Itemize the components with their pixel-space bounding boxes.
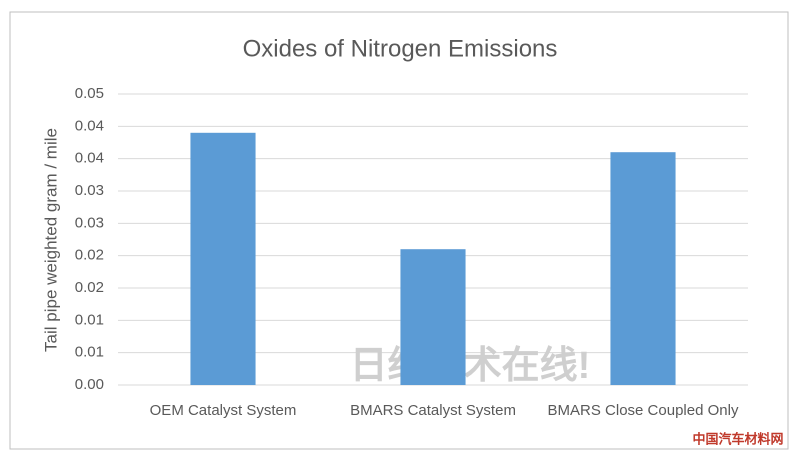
x-tick-label: OEM Catalyst System bbox=[149, 402, 297, 419]
y-tick-label: 0.02 bbox=[75, 279, 104, 296]
y-axis-label: Tail pipe weighted gram / mile bbox=[41, 128, 60, 352]
y-tick-label: 0.05 bbox=[75, 85, 104, 102]
y-tick-label: 0.03 bbox=[75, 182, 104, 199]
y-tick-label: 0.03 bbox=[75, 214, 104, 231]
logo: 中国汽车材料网 bbox=[692, 431, 783, 446]
y-tick-label: 0.02 bbox=[75, 247, 104, 264]
y-tick-label: 0.01 bbox=[75, 311, 104, 328]
bar bbox=[610, 152, 676, 385]
x-tick-label: BMARS Catalyst System bbox=[350, 402, 516, 419]
y-tick-label: 0.00 bbox=[75, 376, 104, 393]
y-tick-label: 0.04 bbox=[75, 117, 104, 134]
watermark: 日经技术在线! bbox=[350, 345, 591, 387]
y-tick-label: 0.04 bbox=[75, 150, 104, 167]
bar bbox=[190, 132, 256, 385]
chart-title: Oxides of Nitrogen Emissions bbox=[243, 35, 558, 62]
y-tick-label: 0.01 bbox=[75, 344, 104, 361]
bar bbox=[400, 249, 466, 385]
x-tick-label: BMARS Close Coupled Only bbox=[547, 402, 739, 419]
